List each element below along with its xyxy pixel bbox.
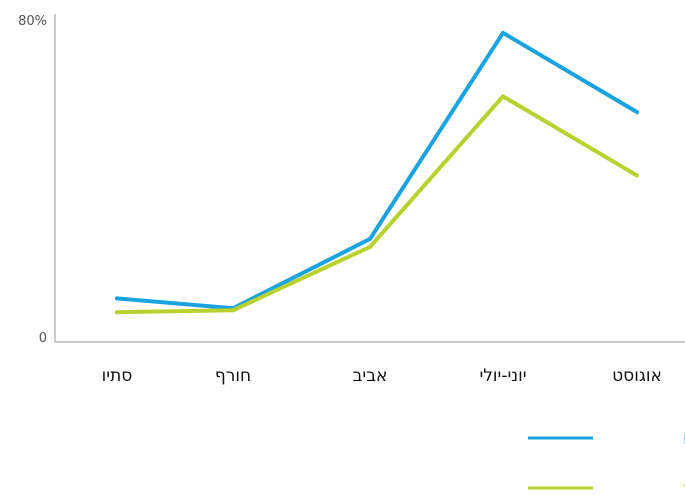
series-0-point-4 (635, 110, 639, 115)
x-tick-labels: סתיו חורף אביב יוני-יולי אוגוסט (102, 366, 662, 386)
y-tick-labels: 0 80% (18, 14, 47, 346)
y-tick-label-1: 80% (18, 14, 47, 29)
legend-label-0: הורים (683, 429, 685, 449)
series-0-point-0 (115, 296, 119, 301)
series-0-point-2 (368, 236, 372, 241)
series-lines (115, 30, 639, 315)
series-1-point-2 (368, 244, 372, 249)
x-tick-label-0: סתיו (102, 366, 133, 386)
series-line-0 (115, 30, 639, 311)
series-0-point-3 (501, 30, 505, 35)
legend-label-1: נוער (683, 479, 685, 499)
y-tick-label-0: 0 (39, 331, 47, 346)
series-1-point-3 (501, 94, 505, 99)
series-1-point-0 (115, 310, 119, 315)
series-1-point-4 (635, 173, 639, 178)
x-tick-label-2: אביב (353, 366, 388, 386)
x-tick-label-1: חורף (215, 366, 251, 386)
x-tick-label-3: יוני-יולי (479, 366, 526, 386)
series-1-point-1 (231, 308, 235, 313)
x-tick-label-4: אוגוסט (612, 366, 662, 386)
series-line-1 (115, 94, 639, 315)
legend: הורים נוער (528, 429, 685, 499)
